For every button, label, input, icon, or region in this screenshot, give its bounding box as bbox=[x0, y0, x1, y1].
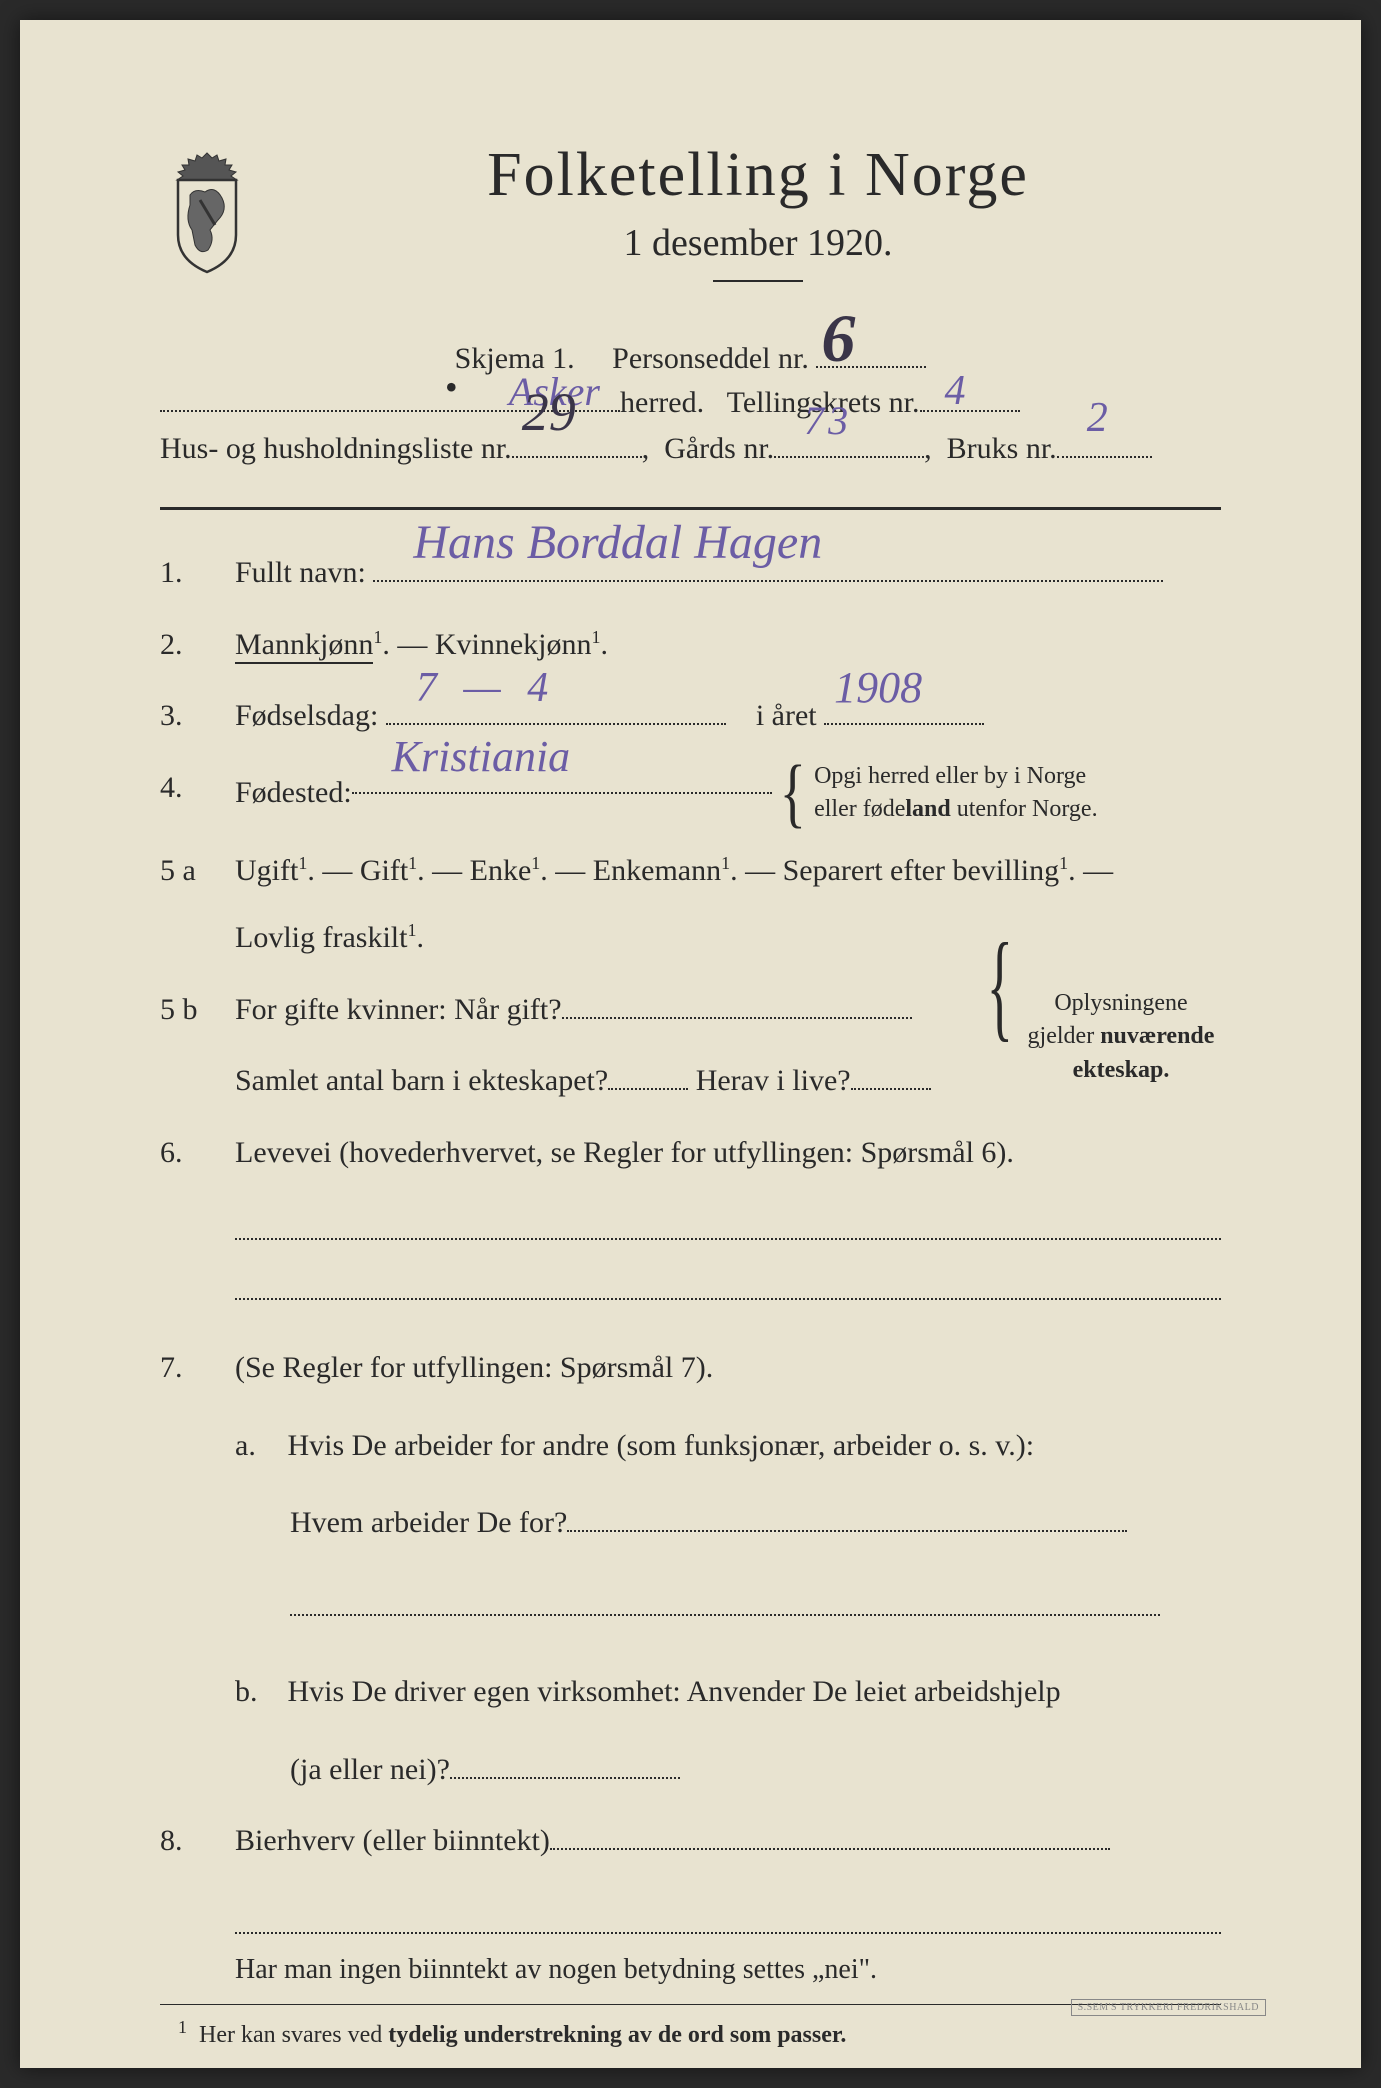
q3-iaret: i året bbox=[756, 699, 817, 732]
tellingskrets-field: 4 bbox=[920, 410, 1020, 412]
bruks-value: 2 bbox=[1087, 379, 1108, 459]
q3-num: 3. bbox=[160, 688, 235, 744]
q7-body: (Se Regler for utfyllingen: Spørsmål 7).… bbox=[235, 1340, 1221, 1797]
q5a: 5 a Ugift1. — Gift1. — Enke1. — Enkemann… bbox=[160, 843, 1221, 966]
q7a-line2: Hvem arbeider De for? bbox=[290, 1495, 1221, 1551]
q1-label: Fullt navn: bbox=[235, 556, 366, 589]
footnote-rule bbox=[160, 2004, 1221, 2005]
q5a-text2: Lovlig fraskilt1. bbox=[235, 910, 1221, 966]
title-rule bbox=[713, 280, 803, 282]
tellingskrets-value: 4 bbox=[945, 367, 966, 415]
q5a-text1: Ugift1. — Gift1. — Enke1. — Enkemann1. —… bbox=[235, 843, 1221, 899]
q7a-line1: Hvis De arbeider for andre (som funksjon… bbox=[288, 1429, 1035, 1462]
q8-num: 8. bbox=[160, 1813, 235, 1869]
q6-blank2 bbox=[235, 1270, 1221, 1300]
q1-field: Hans Borddal Hagen bbox=[373, 580, 1163, 582]
q2-num: 2. bbox=[160, 617, 235, 673]
q3-year-field: 1908 bbox=[824, 723, 984, 725]
q7-num: 7. bbox=[160, 1340, 235, 1797]
q4-num: 4. bbox=[160, 760, 235, 827]
q4-label: Fødested: bbox=[235, 765, 352, 821]
q2-mann: Mannkjønn bbox=[235, 628, 373, 664]
q6: 6. Levevei (hovederhvervet, se Regler fo… bbox=[160, 1125, 1221, 1181]
q4: 4. Fødested: Kristiania { Opgi herred el… bbox=[160, 760, 1221, 827]
husliste-row: Hus- og husholdningsliste nr. 29 , Gårds… bbox=[160, 420, 1221, 477]
husliste-field: 29 bbox=[512, 456, 642, 458]
content-area: Folketelling i Norge 1 desember 1920. Sk… bbox=[70, 90, 1311, 2079]
q4-note: Opgi herred eller by i Norge eller fødel… bbox=[814, 760, 1098, 827]
q5a-body: Ugift1. — Gift1. — Enke1. — Enkemann1. —… bbox=[235, 843, 1221, 966]
q8: 8. Bierhverv (eller biinntekt) bbox=[160, 1813, 1221, 1869]
q7b-line1: Hvis De driver egen virksomhet: Anvender… bbox=[288, 1675, 1061, 1708]
husliste-label: Hus- og husholdningsliste nr. bbox=[160, 420, 512, 477]
footnote: 1 Her kan svares ved tydelig understrekn… bbox=[160, 2017, 1221, 2049]
header: Folketelling i Norge 1 desember 1920. bbox=[160, 140, 1221, 297]
q5a-num: 5 a bbox=[160, 843, 235, 966]
q2-body: Mannkjønn1. — Kvinnekjønn1. bbox=[235, 617, 1221, 673]
q6-blank1 bbox=[235, 1210, 1221, 1240]
crest-svg bbox=[160, 150, 255, 275]
q5b: 5 b For gifte kvinner: Når gift? Samlet … bbox=[160, 982, 1221, 1109]
q7b: b. Hvis De driver egen virksomhet: Anven… bbox=[235, 1664, 1221, 1720]
main-title: Folketelling i Norge bbox=[295, 140, 1221, 211]
census-page: Folketelling i Norge 1 desember 1920. Sk… bbox=[20, 20, 1361, 2068]
q7a: a. Hvis De arbeider for andre (som funks… bbox=[235, 1418, 1221, 1474]
personseddel-value: 6 bbox=[821, 299, 855, 378]
q6-text: Levevei (hovederhvervet, se Regler for u… bbox=[235, 1125, 1221, 1181]
q7-intro: (Se Regler for utfyllingen: Spørsmål 7). bbox=[235, 1340, 1221, 1396]
q5b-line1: For gifte kvinner: Når gift? bbox=[235, 982, 979, 1038]
printer-mark: S.SEM'S TRYKKERI FREDRIKSHALD bbox=[1071, 1999, 1266, 2016]
q1-value: Hans Borddal Hagen bbox=[413, 499, 822, 588]
brace-icon: { bbox=[780, 762, 806, 824]
subtitle: 1 desember 1920. bbox=[295, 221, 1221, 265]
gards-label: Gårds nr. bbox=[664, 420, 774, 477]
bottom-note: Har man ingen biinntekt av nogen betydni… bbox=[235, 1954, 1221, 1986]
bruks-field: 2 bbox=[1057, 456, 1152, 458]
q1-body: Fullt navn: Hans Borddal Hagen bbox=[235, 545, 1221, 601]
bruks-label: Bruks nr. bbox=[947, 420, 1057, 477]
q5b-body: For gifte kvinner: Når gift? Samlet anta… bbox=[235, 982, 1221, 1109]
personseddel-field: 6 bbox=[816, 366, 926, 368]
husliste-value: 29 bbox=[522, 361, 576, 464]
q3-body: Fødselsdag: 7 — 4 i året 1908 bbox=[235, 688, 1221, 744]
q4-value: Kristiania bbox=[392, 716, 571, 797]
q6-num: 6. bbox=[160, 1125, 235, 1181]
title-block: Folketelling i Norge 1 desember 1920. bbox=[295, 140, 1221, 297]
q8-blank bbox=[235, 1904, 1221, 1934]
herred-label: herred. bbox=[620, 386, 704, 420]
q5b-line2: Samlet antal barn i ekteskapet? Herav i … bbox=[235, 1053, 979, 1109]
personseddel-label: Personseddel nr. bbox=[612, 342, 809, 375]
q5b-left: For gifte kvinner: Når gift? Samlet anta… bbox=[235, 982, 979, 1109]
q7a-letter: a. bbox=[235, 1418, 280, 1474]
herred-row: Asker • herred. Tellingskrets nr. 4 bbox=[160, 386, 1221, 420]
gards-value: 73 bbox=[804, 383, 852, 459]
q7b-line2: (ja eller nei)? bbox=[290, 1742, 1221, 1798]
q8-body: Bierhverv (eller biinntekt) bbox=[235, 1813, 1221, 1869]
q4-field: Kristiania bbox=[352, 792, 772, 794]
q7: 7. (Se Regler for utfyllingen: Spørsmål … bbox=[160, 1340, 1221, 1797]
q2: 2. Mannkjønn1. — Kvinnekjønn1. bbox=[160, 617, 1221, 673]
gards-field: 73 bbox=[774, 456, 924, 458]
q5b-note: Oplysningene gjelder nuværende ekteskap. bbox=[1021, 982, 1221, 1109]
q3: 3. Fødselsdag: 7 — 4 i året 1908 bbox=[160, 688, 1221, 744]
q5b-num: 5 b bbox=[160, 982, 235, 1109]
q3-label: Fødselsdag: bbox=[235, 699, 378, 732]
q8-label: Bierhverv (eller biinntekt) bbox=[235, 1824, 550, 1857]
q1-num: 1. bbox=[160, 545, 235, 601]
coat-of-arms-icon bbox=[160, 150, 255, 275]
q1: 1. Fullt navn: Hans Borddal Hagen bbox=[160, 545, 1221, 601]
skjema-line: Skjema 1. Personseddel nr. 6 bbox=[160, 342, 1221, 376]
q7b-letter: b. bbox=[235, 1664, 280, 1720]
q7a-blank bbox=[290, 1586, 1160, 1616]
q4-body: Fødested: Kristiania { Opgi herred eller… bbox=[235, 760, 1221, 827]
q3-year-value: 1908 bbox=[834, 647, 922, 728]
